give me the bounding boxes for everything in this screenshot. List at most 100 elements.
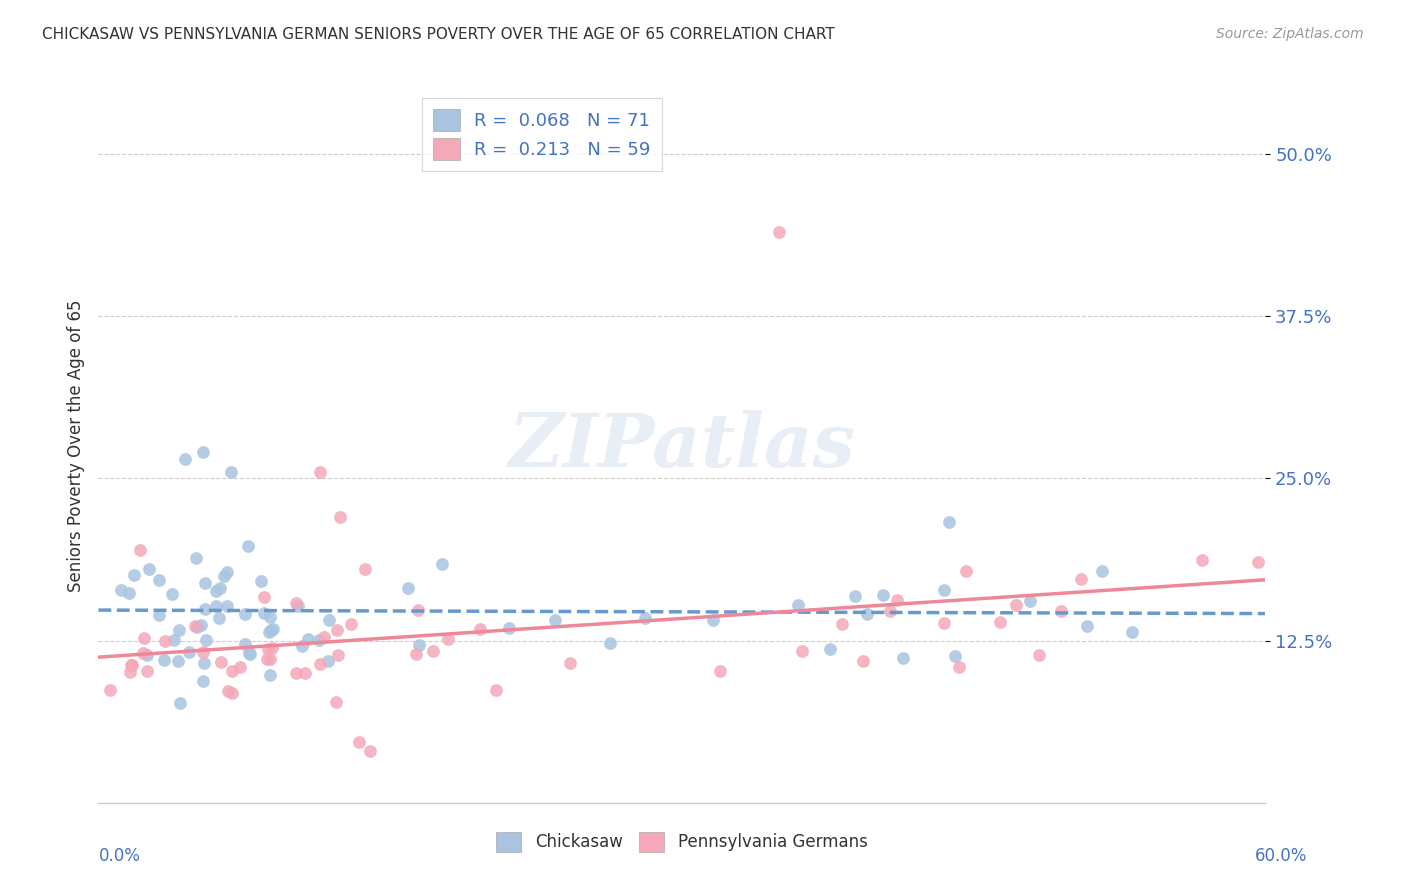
Point <box>262 640 284 655</box>
Point <box>256 652 278 666</box>
Point <box>325 695 347 709</box>
Point <box>193 656 215 670</box>
Point <box>316 654 339 668</box>
Point <box>287 599 309 613</box>
Point <box>886 592 908 607</box>
Point <box>932 582 955 597</box>
Point <box>291 640 314 654</box>
Point <box>347 735 370 749</box>
Point <box>256 641 278 656</box>
Point <box>148 573 170 587</box>
Point <box>1004 599 1026 613</box>
Point <box>396 581 419 595</box>
Point <box>1049 604 1071 618</box>
Point <box>217 565 239 579</box>
Point <box>787 598 810 612</box>
Point <box>934 616 956 631</box>
Point <box>236 539 259 553</box>
Point <box>408 638 430 652</box>
Y-axis label: Seniors Poverty Over the Age of 65: Seniors Poverty Over the Age of 65 <box>66 300 84 592</box>
Text: 60.0%: 60.0% <box>1256 847 1308 864</box>
Point <box>153 653 176 667</box>
Text: Source: ZipAtlas.com: Source: ZipAtlas.com <box>1216 27 1364 41</box>
Point <box>353 562 375 576</box>
Point <box>221 664 243 678</box>
Text: CHICKASAW VS PENNSYLVANIA GERMAN SENIORS POVERTY OVER THE AGE OF 65 CORRELATION : CHICKASAW VS PENNSYLVANIA GERMAN SENIORS… <box>42 27 835 42</box>
Point <box>169 697 191 711</box>
Point <box>359 744 381 758</box>
Point <box>110 583 132 598</box>
Point <box>193 674 215 689</box>
Point <box>329 510 352 524</box>
Point <box>872 588 894 602</box>
Point <box>121 658 143 673</box>
Point <box>284 666 307 681</box>
Point <box>259 652 281 666</box>
Point <box>131 647 153 661</box>
Point <box>856 607 879 622</box>
Point <box>879 604 901 618</box>
Point <box>308 465 330 479</box>
Point <box>485 683 508 698</box>
Point <box>1247 555 1270 569</box>
Point <box>122 567 145 582</box>
Point <box>294 665 316 680</box>
Point <box>312 630 335 644</box>
Point <box>136 664 159 678</box>
Point <box>120 665 142 680</box>
Point <box>955 564 977 578</box>
Point <box>153 634 176 648</box>
Point <box>186 620 208 634</box>
Point <box>1028 648 1050 663</box>
Point <box>253 606 276 620</box>
Point <box>1019 593 1042 607</box>
Point <box>326 623 349 637</box>
Point <box>543 613 565 627</box>
Point <box>818 642 841 657</box>
Point <box>118 585 141 599</box>
Point <box>120 657 142 672</box>
Point <box>768 225 790 239</box>
Legend: Chickasaw, Pennsylvania Germans: Chickasaw, Pennsylvania Germans <box>489 825 875 859</box>
Point <box>297 632 319 646</box>
Point <box>167 624 190 638</box>
Point <box>468 623 491 637</box>
Point <box>1070 573 1092 587</box>
Point <box>1091 564 1114 578</box>
Point <box>238 646 260 660</box>
Point <box>239 647 262 661</box>
Point <box>262 622 284 636</box>
Point <box>339 617 361 632</box>
Point <box>209 655 232 669</box>
Point <box>498 621 520 635</box>
Point <box>702 613 724 627</box>
Point <box>136 648 159 662</box>
Point <box>284 596 307 610</box>
Point <box>205 583 228 598</box>
Point <box>183 619 205 633</box>
Point <box>405 648 427 662</box>
Point <box>988 615 1011 630</box>
Point <box>193 576 215 591</box>
Point <box>1121 625 1143 640</box>
Point <box>257 624 280 639</box>
Point <box>190 617 212 632</box>
Point <box>214 568 236 582</box>
Point <box>177 645 200 659</box>
Point <box>1076 619 1098 633</box>
Point <box>422 644 444 658</box>
Point <box>709 664 731 678</box>
Point <box>217 684 239 698</box>
Point <box>948 660 970 674</box>
Point <box>260 623 283 637</box>
Point <box>318 613 340 627</box>
Point <box>193 645 215 659</box>
Point <box>259 668 281 682</box>
Point <box>891 650 914 665</box>
Point <box>160 587 183 601</box>
Point <box>128 542 150 557</box>
Point <box>134 632 156 646</box>
Point <box>194 602 217 616</box>
Point <box>938 515 960 529</box>
Point <box>184 551 207 566</box>
